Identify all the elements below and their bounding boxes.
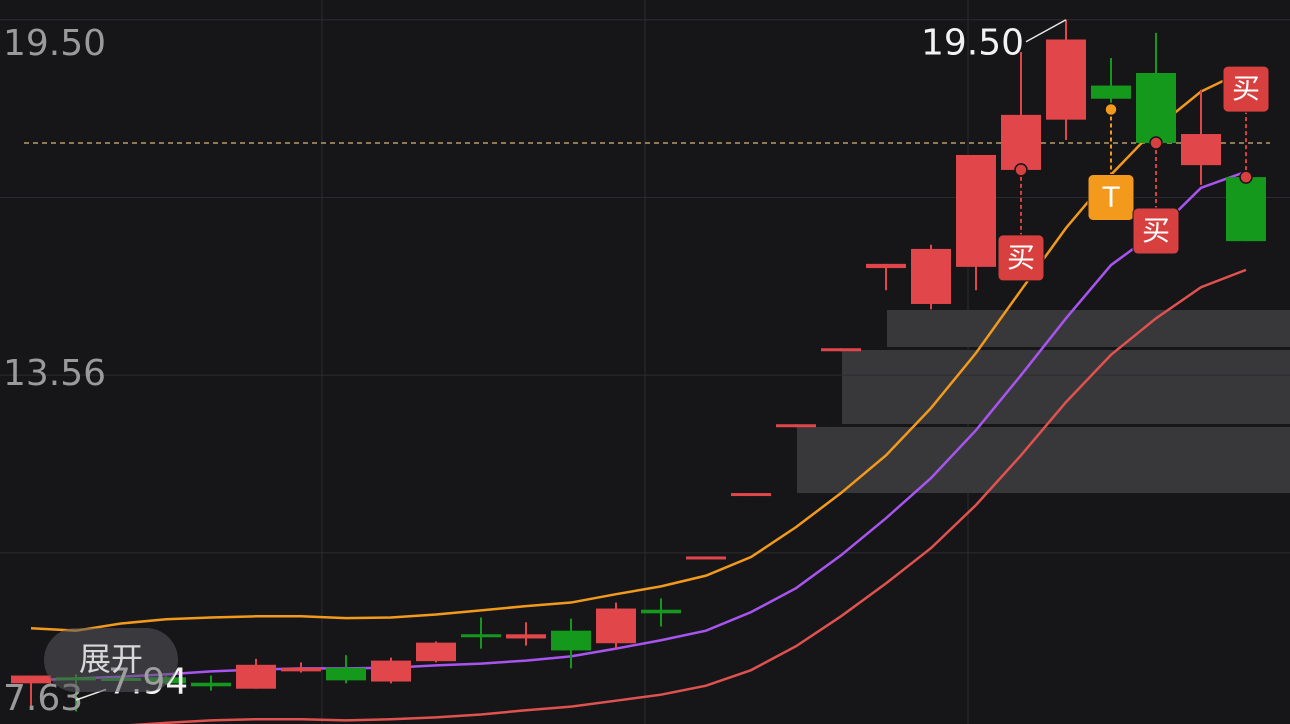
candle-body [911,248,951,304]
zone [797,427,1290,493]
signal-label: 买 [1007,241,1035,274]
candle-body [821,348,861,352]
candle-body [1181,134,1221,166]
candles [11,19,1266,712]
candle-body [281,667,321,672]
signal-box [1222,65,1270,113]
annotation-line [1025,19,1067,43]
candle-body [866,263,906,269]
signal-label: T [1101,181,1120,214]
signal-label: 买 [1142,214,1170,247]
zone [887,310,1290,347]
candle-body [326,667,366,681]
candle-body [776,424,816,428]
candle-body [191,682,231,687]
signal-box [1087,174,1135,221]
y-tick-label: 19.50 [3,23,106,64]
y-tick-label: 13.56 [3,353,106,394]
ma-line [30,170,1247,682]
grid [0,19,1290,554]
candle-body [416,642,456,662]
candle-body [596,608,636,644]
candle-body [686,556,726,560]
signal-box [1132,207,1180,255]
candle-body [1226,177,1266,242]
candle-body [506,634,546,639]
candle-body [461,634,501,638]
signal-label: 买 [1232,72,1260,105]
signal-dot [1149,136,1163,150]
candle-body [641,609,681,614]
candle-body [236,664,276,689]
candle-body [11,675,51,684]
candle-body [1136,73,1176,144]
signal-box [997,234,1045,282]
button-bg[interactable] [44,628,178,692]
candle-body [1001,114,1041,170]
annotation-label: 19.50 [921,23,1024,64]
signal-dot [1104,102,1118,117]
ma-line [129,268,1247,724]
candle-body [1091,85,1131,99]
candle-body [731,493,771,497]
candle-body [1046,39,1086,120]
expand-button[interactable]: 展开 [44,628,178,692]
candle-body [956,154,996,267]
candle-body [551,630,591,651]
zone [842,350,1290,424]
candle-body [371,660,411,682]
button-label[interactable]: 展开 [79,640,143,678]
signal-dot [1014,163,1028,177]
signal-dot [1239,170,1253,184]
